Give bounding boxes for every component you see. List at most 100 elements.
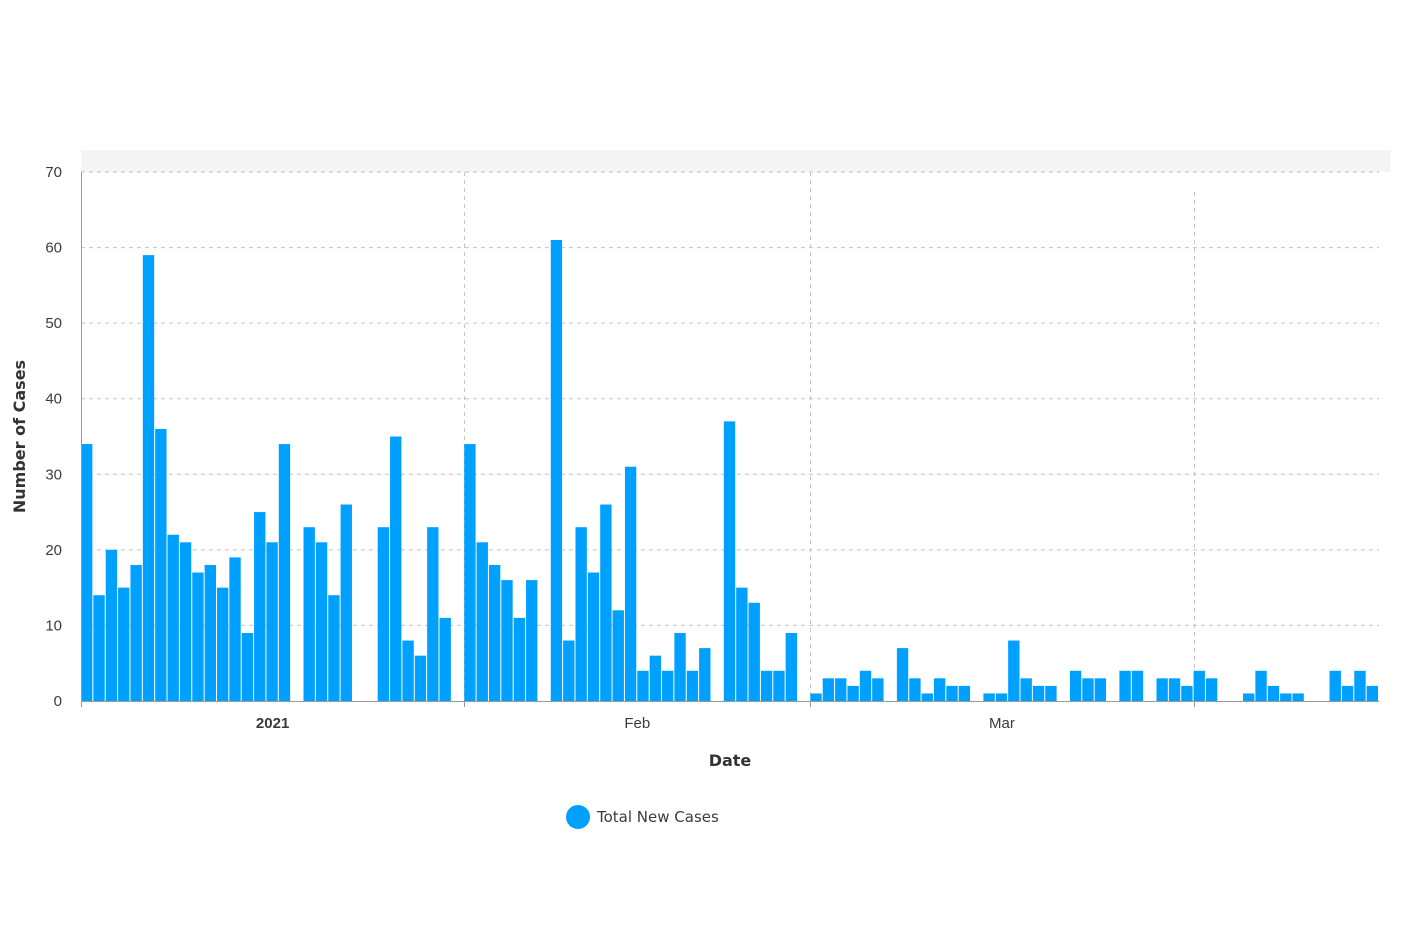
bar[interactable] xyxy=(105,549,118,701)
bar[interactable] xyxy=(340,504,352,701)
legend[interactable]: Total New Cases xyxy=(566,804,719,830)
bar[interactable] xyxy=(810,693,822,701)
bar[interactable] xyxy=(402,640,414,701)
bar[interactable] xyxy=(278,444,291,701)
bar[interactable] xyxy=(1205,678,1218,701)
bar[interactable] xyxy=(241,632,254,701)
bar[interactable] xyxy=(822,678,835,701)
bar[interactable] xyxy=(427,527,439,701)
bar[interactable] xyxy=(1131,670,1144,701)
bar[interactable] xyxy=(649,655,662,701)
bar[interactable] xyxy=(315,542,328,701)
bar[interactable] xyxy=(1243,693,1255,701)
bar[interactable] xyxy=(1008,640,1020,701)
bar[interactable] xyxy=(1329,670,1341,701)
bar[interactable] xyxy=(699,648,711,701)
bar[interactable] xyxy=(958,685,971,701)
bar[interactable] xyxy=(773,670,785,701)
bar[interactable] xyxy=(847,685,859,701)
bar[interactable] xyxy=(81,444,93,701)
bar[interactable] xyxy=(328,595,340,701)
bar[interactable] xyxy=(303,527,315,701)
bar[interactable] xyxy=(464,444,476,701)
bar[interactable] xyxy=(1045,685,1057,701)
bar[interactable] xyxy=(946,685,958,701)
y-tick-label: 70 xyxy=(45,164,62,181)
bar[interactable] xyxy=(390,436,402,702)
bar[interactable] xyxy=(1069,670,1082,701)
tick-labels: 0 10 20 30 40 50 60 70 2021 Feb Mar xyxy=(45,164,1015,732)
bar[interactable] xyxy=(674,632,686,701)
bars[interactable] xyxy=(81,240,1378,701)
bar[interactable] xyxy=(835,678,847,701)
bar[interactable] xyxy=(550,240,563,701)
bar[interactable] xyxy=(872,678,884,701)
bar[interactable] xyxy=(748,602,760,701)
bar[interactable] xyxy=(624,466,637,701)
bar[interactable] xyxy=(1193,670,1205,701)
bar[interactable] xyxy=(1119,670,1131,701)
bar[interactable] xyxy=(266,542,278,701)
bar[interactable] xyxy=(526,580,538,701)
x-axis-title: Date xyxy=(709,751,752,770)
bar[interactable] xyxy=(118,587,130,701)
bar[interactable] xyxy=(600,504,612,701)
bar[interactable] xyxy=(723,421,736,701)
bar[interactable] xyxy=(1255,670,1267,701)
bar[interactable] xyxy=(909,678,921,701)
bar[interactable] xyxy=(896,648,909,701)
bar[interactable] xyxy=(192,572,204,701)
bar[interactable] xyxy=(130,564,142,701)
bar[interactable] xyxy=(1354,670,1366,701)
legend-swatch-total-new-cases[interactable] xyxy=(566,805,590,829)
bar[interactable] xyxy=(216,587,229,701)
bar[interactable] xyxy=(513,617,526,701)
bar[interactable] xyxy=(254,512,266,701)
bar[interactable] xyxy=(563,640,575,701)
bar[interactable] xyxy=(439,617,451,701)
y-tick-label: 0 xyxy=(54,693,62,710)
x-tick-label: 2021 xyxy=(256,715,289,732)
bar[interactable] xyxy=(612,610,624,701)
bar[interactable] xyxy=(1156,678,1168,701)
bar[interactable] xyxy=(488,564,501,701)
legend-label-total-new-cases[interactable]: Total New Cases xyxy=(597,808,719,826)
bar[interactable] xyxy=(179,542,192,701)
y-tick-label: 10 xyxy=(45,617,62,634)
bar[interactable] xyxy=(1267,685,1280,701)
bar[interactable] xyxy=(1032,685,1045,701)
bar[interactable] xyxy=(229,557,241,701)
bar[interactable] xyxy=(476,542,488,701)
bar[interactable] xyxy=(1366,685,1378,701)
bar[interactable] xyxy=(377,527,390,701)
bar[interactable] xyxy=(1292,693,1304,701)
y-axis-title: Number of Cases xyxy=(10,360,29,513)
bar[interactable] xyxy=(785,632,797,701)
bar[interactable] xyxy=(142,255,155,701)
bar[interactable] xyxy=(662,670,674,701)
bar[interactable] xyxy=(637,670,649,701)
bar[interactable] xyxy=(501,580,513,701)
bar[interactable] xyxy=(983,693,995,701)
bar[interactable] xyxy=(1168,678,1181,701)
bar[interactable] xyxy=(736,587,748,701)
bar[interactable] xyxy=(587,572,600,701)
bar[interactable] xyxy=(1341,685,1354,701)
bar[interactable] xyxy=(414,655,427,701)
bar[interactable] xyxy=(686,670,699,701)
bar[interactable] xyxy=(1094,678,1107,701)
bar[interactable] xyxy=(575,527,587,701)
bar[interactable] xyxy=(155,428,167,701)
bar[interactable] xyxy=(93,595,105,701)
bar[interactable] xyxy=(760,670,773,701)
bar[interactable] xyxy=(933,678,946,701)
bar[interactable] xyxy=(167,534,179,701)
bar[interactable] xyxy=(1280,693,1292,701)
bar[interactable] xyxy=(995,693,1008,701)
bar[interactable] xyxy=(1082,678,1094,701)
bar[interactable] xyxy=(921,693,933,701)
bar[interactable] xyxy=(1020,678,1032,701)
bar[interactable] xyxy=(204,564,216,701)
bar[interactable] xyxy=(1181,685,1193,701)
bar[interactable] xyxy=(859,670,872,701)
